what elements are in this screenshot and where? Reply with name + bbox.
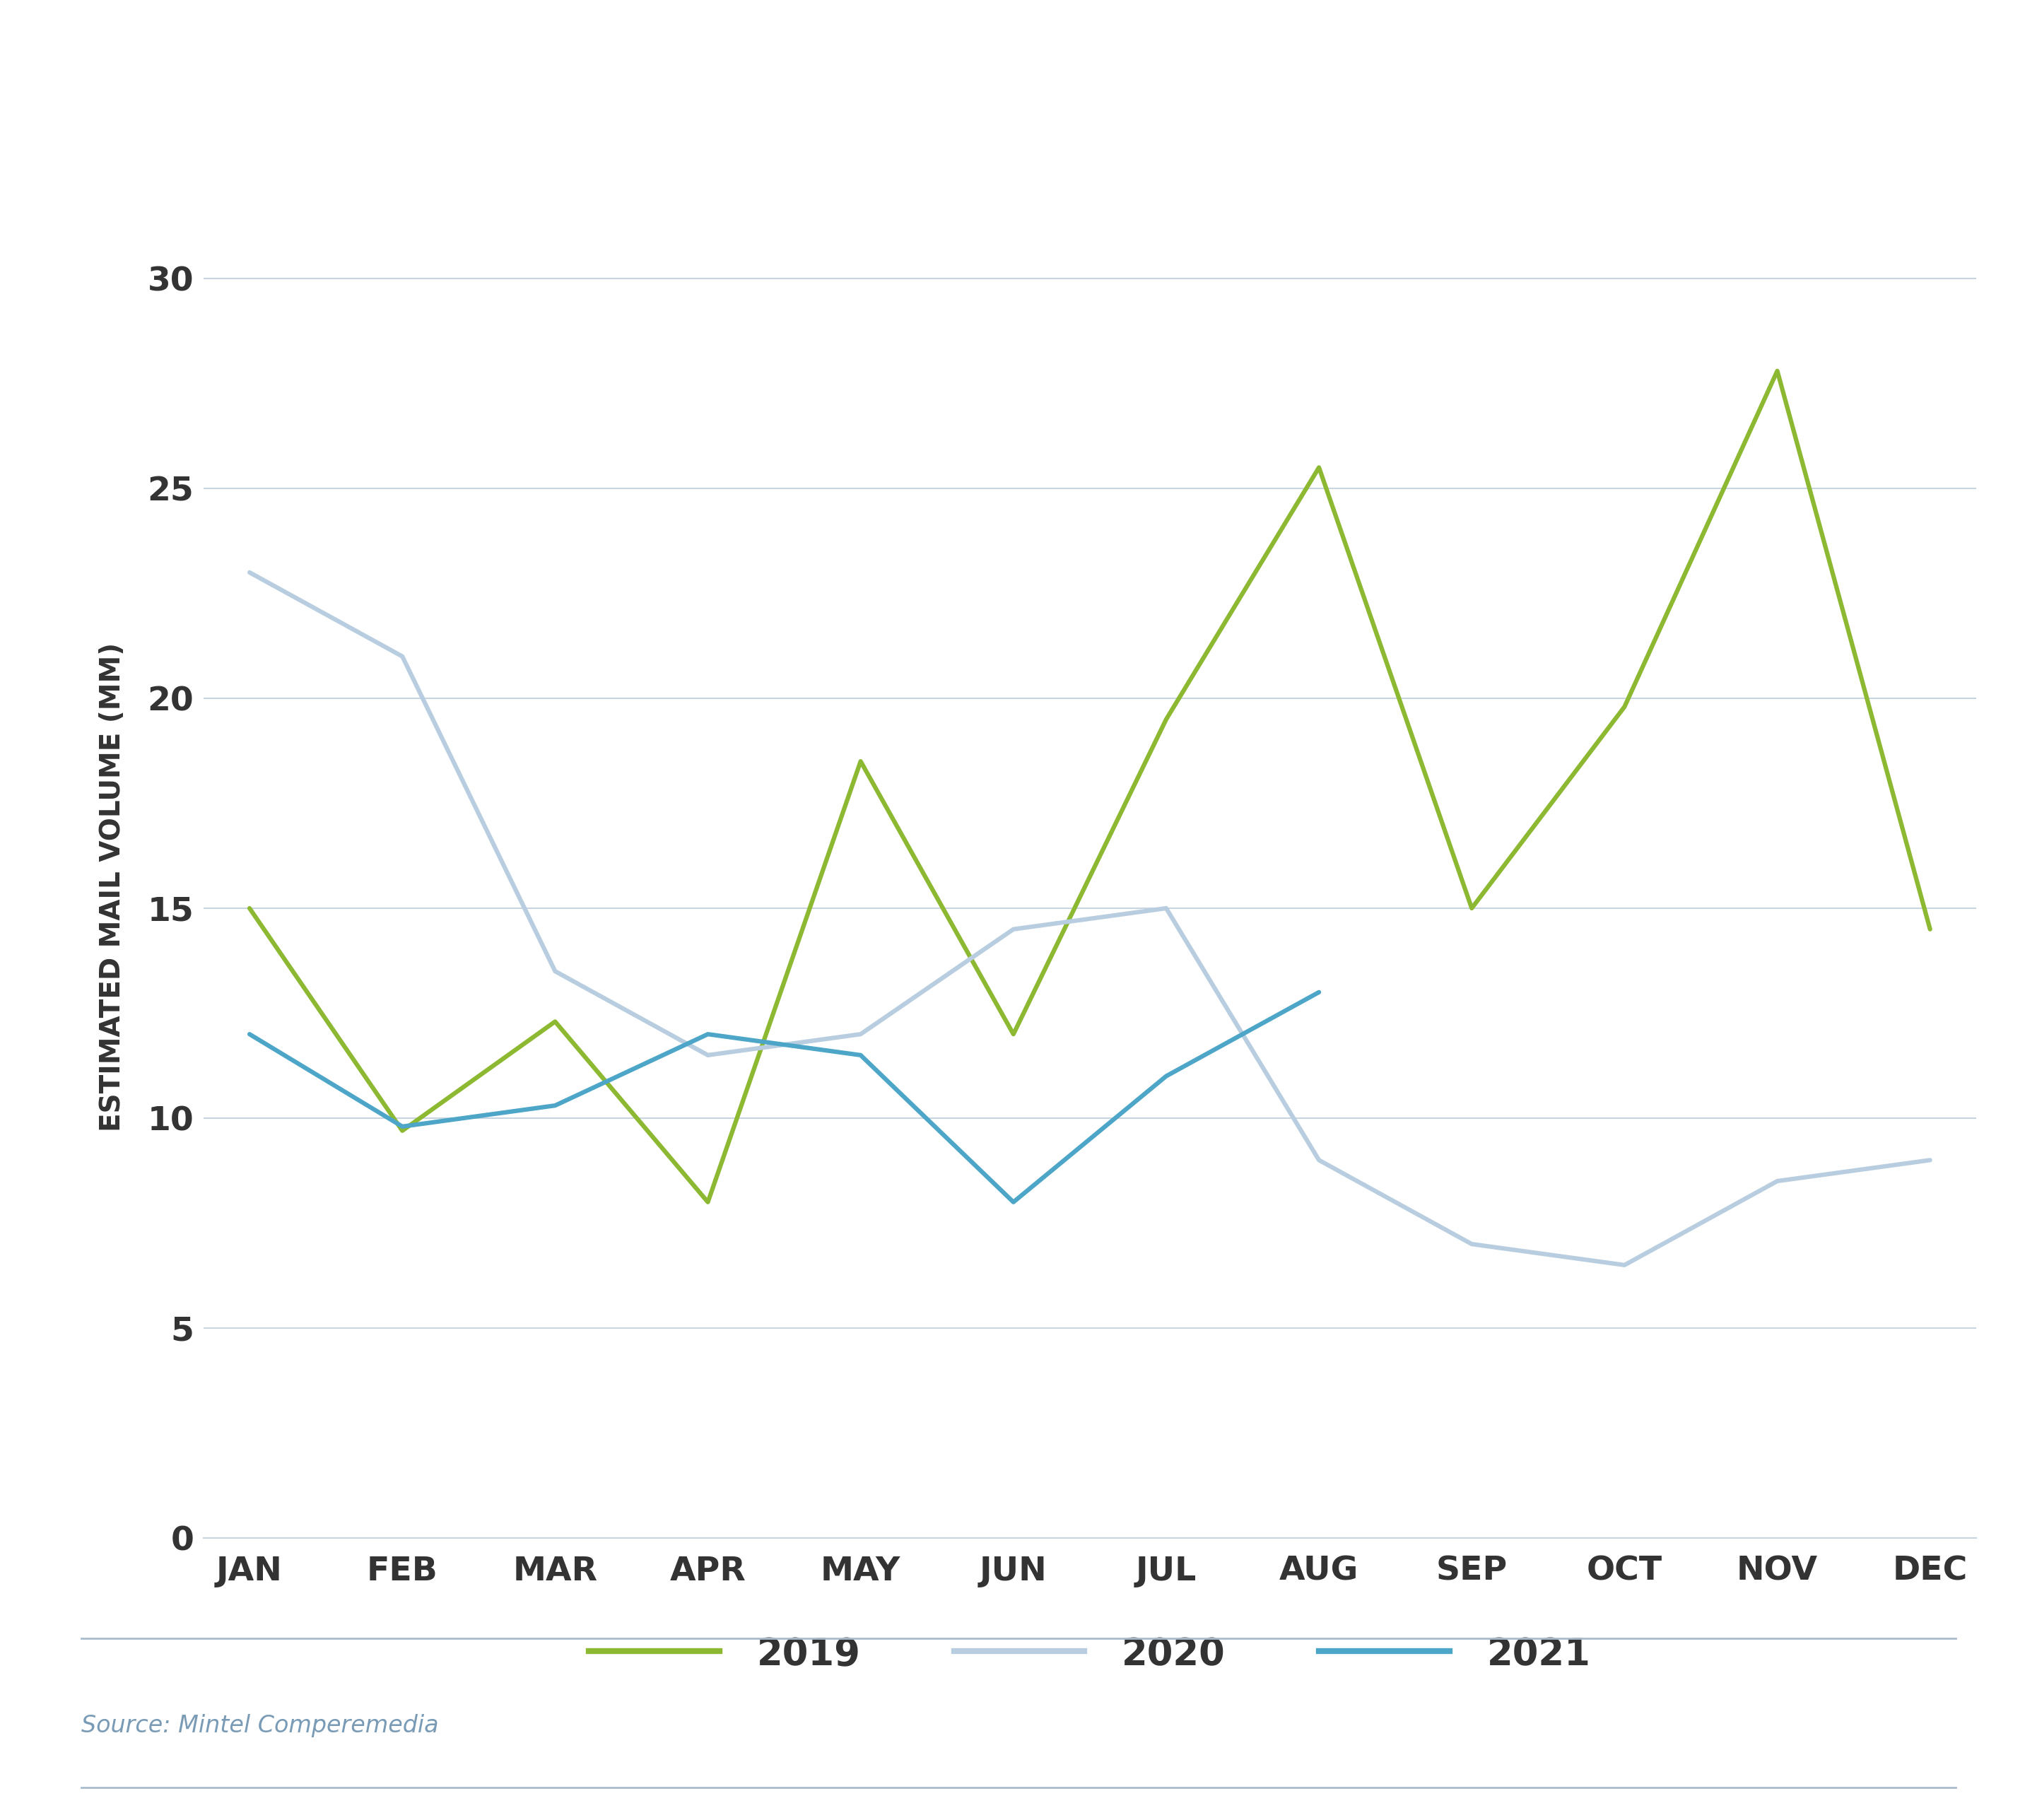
Y-axis label: ESTIMATED MAIL VOLUME (MM): ESTIMATED MAIL VOLUME (MM)	[100, 642, 126, 1132]
Text: Source: Mintel Comperemedia: Source: Mintel Comperemedia	[81, 1714, 438, 1738]
Legend: 2019, 2020, 2021: 2019, 2020, 2021	[574, 1622, 1605, 1689]
Text: STUDENT LOAN REFINANCE – DIRECT MAIL VOLUME YOY: STUDENT LOAN REFINANCE – DIRECT MAIL VOL…	[51, 51, 1774, 104]
